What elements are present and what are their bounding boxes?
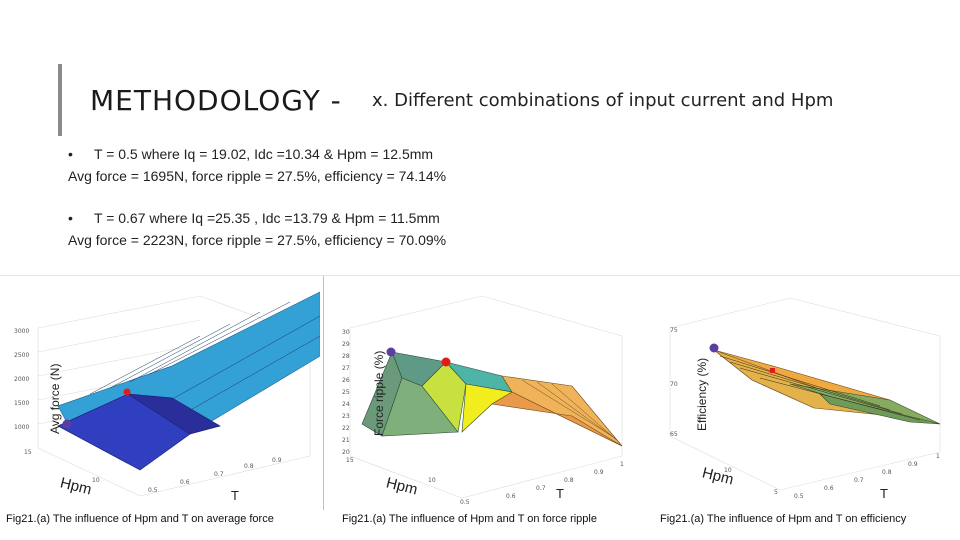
y-axis-label: Avg force (N) bbox=[48, 363, 62, 434]
section-divider bbox=[0, 275, 960, 276]
bullet-2-line2: Avg force = 2223N, force ripple = 27.5%,… bbox=[68, 232, 447, 248]
t-tick: 0.8 bbox=[244, 463, 254, 470]
marker-2 bbox=[441, 357, 451, 367]
y-axis-label: Efficiency (%) bbox=[695, 357, 709, 431]
ztick: 21 bbox=[342, 437, 350, 444]
t-axis-label: T bbox=[880, 486, 888, 501]
ztick: 3000 bbox=[14, 328, 29, 335]
marker-1 bbox=[386, 347, 396, 357]
t-tick: 0.6 bbox=[824, 485, 834, 492]
hpm-tick: 10 bbox=[428, 477, 436, 484]
ztick: 28 bbox=[342, 353, 350, 360]
t-axis-label: T bbox=[231, 488, 239, 503]
y-axis-label: Force ripple (%) bbox=[372, 350, 386, 436]
force-ripple-surface-plot: 30 29 28 27 26 25 24 23 22 21 20 10 15 0… bbox=[342, 295, 624, 506]
ztick: 26 bbox=[342, 377, 350, 384]
t-tick: 0.7 bbox=[536, 485, 546, 492]
hpm-tick: 5 bbox=[774, 489, 778, 496]
hpm-tick: 15 bbox=[24, 449, 32, 456]
ztick: 1000 bbox=[14, 424, 29, 431]
ztick: 75 bbox=[670, 327, 678, 334]
t-tick: 0.8 bbox=[882, 469, 892, 476]
caption-force-ripple: Fig21.(a) The influence of Hpm and T on … bbox=[342, 513, 597, 525]
t-tick: 0.7 bbox=[214, 471, 224, 478]
ztick: 1500 bbox=[14, 400, 29, 407]
ztick: 2000 bbox=[14, 376, 29, 383]
marker-1 bbox=[709, 343, 719, 353]
bullet-dot: • bbox=[68, 210, 73, 226]
bullet-1-line1: T = 0.5 where Iq = 19.02, Idc =10.34 & H… bbox=[94, 146, 434, 162]
hpm-tick: 15 bbox=[346, 457, 354, 464]
bullet-1-line2: Avg force = 1695N, force ripple = 27.5%,… bbox=[68, 168, 447, 184]
t-tick: 0.9 bbox=[272, 457, 282, 464]
caption-avg-force: Fig21.(a) The influence of Hpm and T on … bbox=[6, 513, 274, 525]
t-tick: 0.6 bbox=[506, 493, 516, 500]
t-tick: 0.5 bbox=[460, 499, 470, 506]
t-tick: 0.9 bbox=[594, 469, 604, 476]
ztick: 23 bbox=[342, 413, 350, 420]
figure-force-ripple: 30 29 28 27 26 25 24 23 22 21 20 10 15 0… bbox=[322, 276, 642, 508]
t-axis-label: T bbox=[556, 486, 564, 501]
ztick: 29 bbox=[342, 341, 350, 348]
t-tick: 1 bbox=[620, 461, 624, 468]
panel-divider bbox=[323, 276, 324, 510]
bullet-2-line1: T = 0.67 where Iq =25.35 , Idc =13.79 & … bbox=[94, 210, 440, 226]
t-tick: 0.5 bbox=[794, 493, 804, 500]
figure-avg-force: 3000 2500 2000 1500 1000 10 15 0.5 0.6 0… bbox=[0, 276, 321, 508]
caption-efficiency: Fig21.(a) The influence of Hpm and T on … bbox=[660, 513, 907, 525]
hpm-tick: 10 bbox=[724, 467, 732, 474]
marker-2 bbox=[123, 388, 131, 396]
bullet-dot: • bbox=[68, 146, 73, 162]
bullet-2: • T = 0.67 where Iq =25.35 , Idc =13.79 &… bbox=[68, 207, 446, 251]
slide-subtitle: x. Different combinations of input curre… bbox=[372, 90, 834, 111]
t-tick: 1 bbox=[936, 453, 940, 460]
ztick: 65 bbox=[670, 431, 678, 438]
hpm-tick: 10 bbox=[92, 477, 100, 484]
ztick: 22 bbox=[342, 425, 350, 432]
t-tick: 0.7 bbox=[854, 477, 864, 484]
ztick: 70 bbox=[670, 381, 678, 388]
t-tick: 0.9 bbox=[908, 461, 918, 468]
ztick: 2500 bbox=[14, 352, 29, 359]
t-tick: 0.8 bbox=[564, 477, 574, 484]
avg-force-surface-plot: 3000 2500 2000 1500 1000 10 15 0.5 0.6 0… bbox=[14, 291, 321, 497]
bullet-1: • T = 0.5 where Iq = 19.02, Idc =10.34 & … bbox=[68, 143, 446, 187]
ztick: 20 bbox=[342, 449, 350, 456]
marker-2 bbox=[770, 368, 775, 373]
t-tick: 0.6 bbox=[180, 479, 190, 486]
efficiency-surface-plot: 75 70 65 5 10 0.5 0.6 0.7 0.8 0.9 1 bbox=[669, 297, 941, 500]
slide-title: METHODOLOGY - bbox=[90, 84, 342, 117]
ztick: 30 bbox=[342, 329, 350, 336]
marker-1 bbox=[62, 419, 72, 429]
ztick: 24 bbox=[342, 401, 350, 408]
ztick: 27 bbox=[342, 365, 350, 372]
figure-efficiency: 75 70 65 5 10 0.5 0.6 0.7 0.8 0.9 1 Effi… bbox=[640, 276, 960, 508]
accent-bar bbox=[58, 64, 62, 136]
t-tick: 0.5 bbox=[148, 487, 158, 494]
ztick: 25 bbox=[342, 389, 350, 396]
